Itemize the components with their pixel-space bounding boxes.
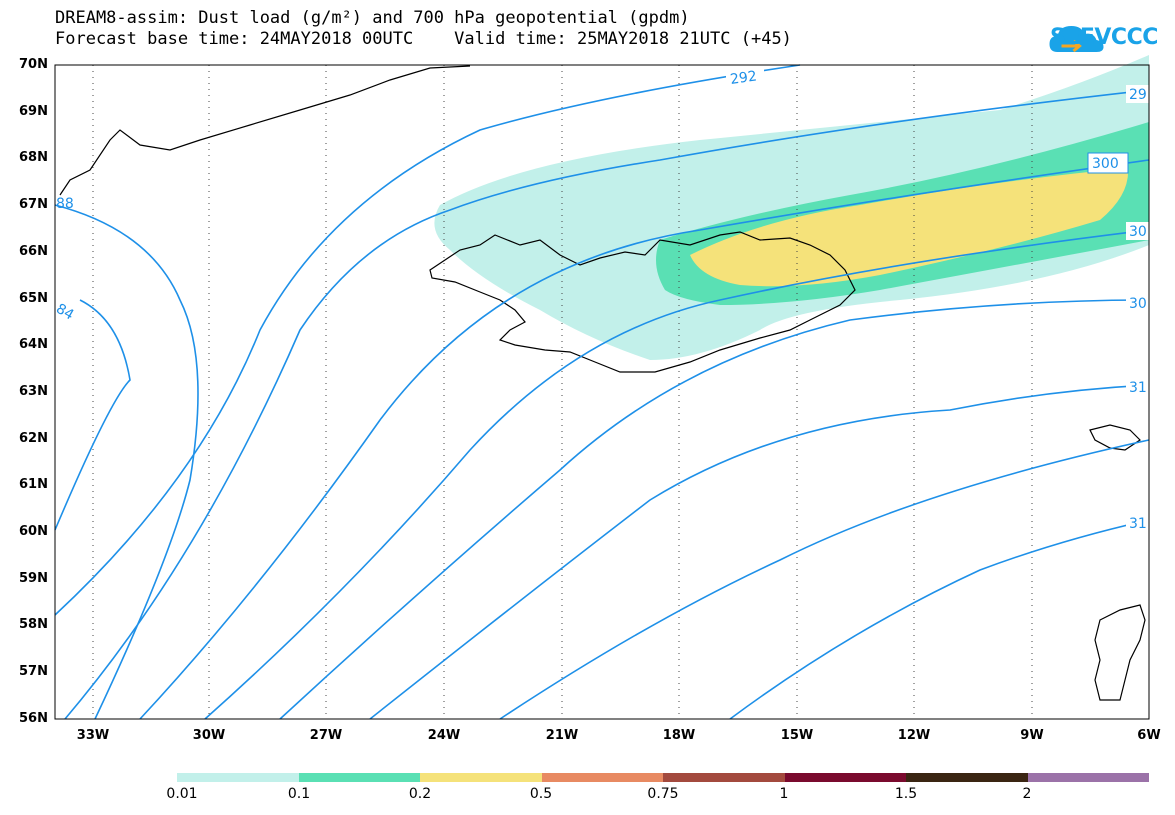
contour-label-88: 88 [56,196,74,212]
y-tick-label: 61N [19,477,48,492]
contour-label-30a: 30 [1129,224,1147,240]
colorbar-label: 1.5 [894,786,918,802]
grid-lines [92,65,1033,719]
colorbar-label: 0.75 [647,786,679,802]
logo-text: SEEVCCC [1050,25,1158,50]
y-tick-label: 69N [19,104,48,119]
x-tick-label: 21W [545,728,579,743]
y-tick-label: 70N [19,57,48,72]
colorbar-segment [541,773,663,782]
colorbar-segment [784,773,906,782]
geopotential-contours [54,64,1150,720]
contour-labels: 292 29 300 30 30 84 88 31 31 [53,68,1149,532]
y-tick-label: 67N [19,197,48,212]
contour-label-31b: 31 [1129,516,1147,532]
map-frame [54,64,1150,720]
y-tick-label: 58N [19,617,48,632]
contour-label-300: 300 [1092,156,1119,172]
x-tick-label: 27W [309,728,343,743]
y-tick-label: 57N [19,664,48,679]
colorbar-label: 0.2 [408,786,432,802]
y-tick-label: 66N [19,244,48,259]
colorbar-label: 1 [779,786,789,802]
colorbar-segment [420,773,542,782]
x-tick-label: 18W [662,728,696,743]
contour-label-292: 292 [729,68,758,88]
colorbar-segment [906,773,1028,782]
colorbar [177,773,1149,782]
y-tick-label: 65N [19,291,48,306]
colorbar-segment [298,773,420,782]
dust-shading [434,55,1149,360]
contour-label-29: 29 [1129,87,1147,103]
colorbar-segment [663,773,785,782]
colorbar-segment [1027,773,1149,782]
chart-title: DREAM8-assim: Dust load (g/m²) and 700 h… [55,8,690,28]
y-tick-label: 56N [19,711,48,726]
contour-label-30b: 30 [1129,296,1147,312]
colorbar-label: 0.5 [529,786,553,802]
x-tick-label: 33W [76,728,110,743]
colorbar-segment [177,773,299,782]
cloud-icon [1049,26,1104,53]
contour-label-84: 84 [53,301,77,324]
y-tick-label: 59N [19,571,48,586]
colorbar-label: 2 [1022,786,1032,802]
y-tick-label: 62N [19,431,48,446]
y-tick-label: 60N [19,524,48,539]
colorbar-label: 0.1 [287,786,311,802]
x-tick-label: 30W [192,728,226,743]
x-tick-label: 15W [780,728,814,743]
y-tick-label: 63N [19,384,48,399]
chart-subtitle: Forecast base time: 24MAY2018 00UTC Vali… [55,29,792,49]
colorbar-label: 0.01 [166,786,198,802]
x-tick-label: 24W [427,728,461,743]
y-tick-label: 68N [19,150,48,165]
x-tick-label: 6W [1137,728,1161,743]
x-tick-label: 9W [1020,728,1044,743]
contour-label-31a: 31 [1129,380,1147,396]
x-tick-label: 12W [897,728,931,743]
y-tick-label: 64N [19,337,48,352]
